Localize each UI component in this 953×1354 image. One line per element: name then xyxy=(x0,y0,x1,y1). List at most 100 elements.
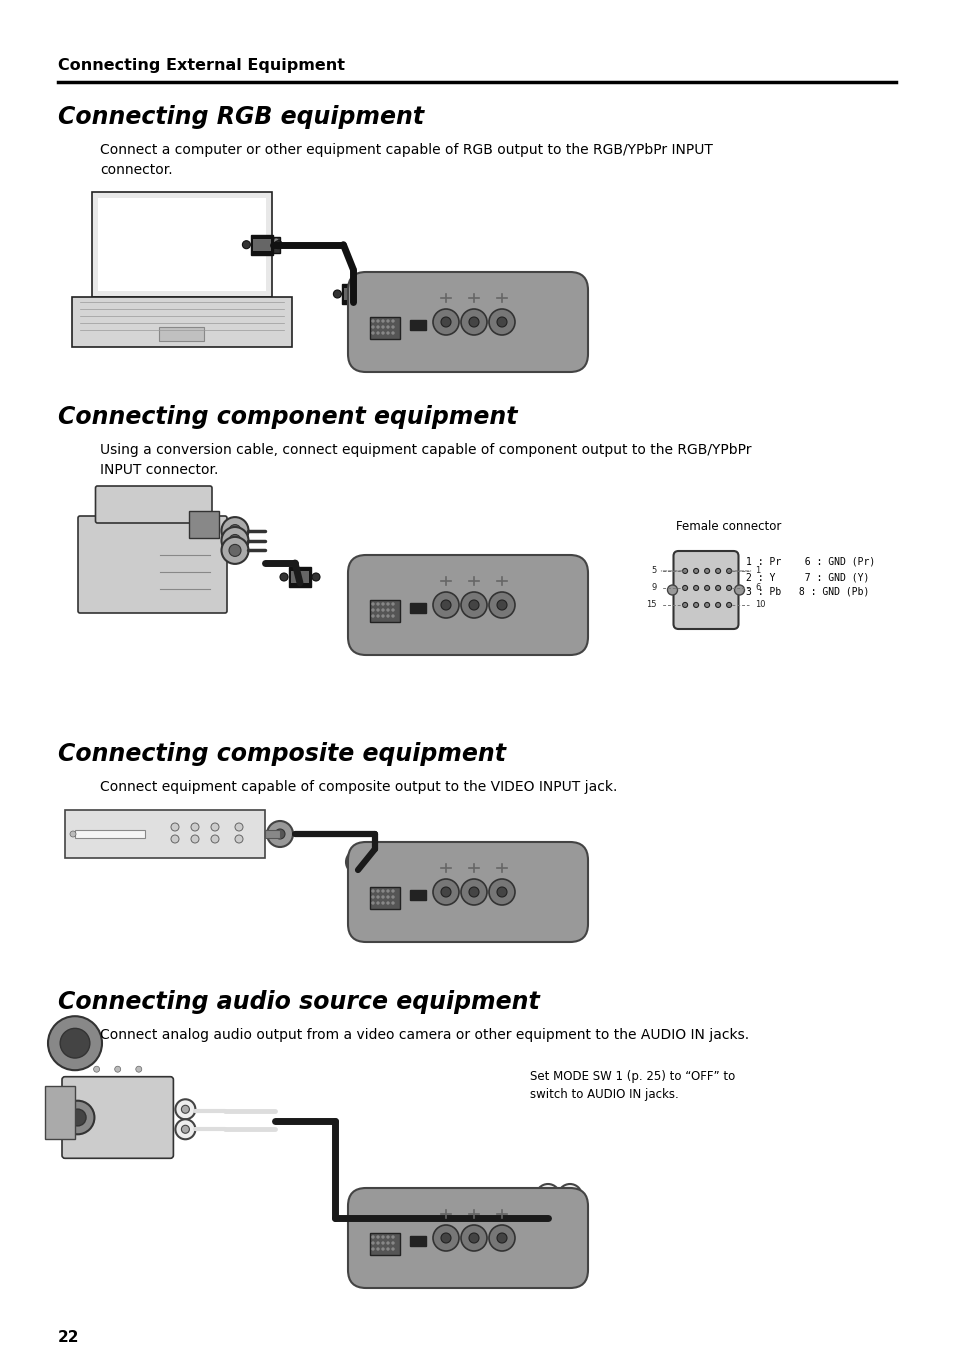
Circle shape xyxy=(381,615,384,617)
Circle shape xyxy=(682,585,687,590)
Circle shape xyxy=(372,896,374,898)
Circle shape xyxy=(460,879,486,904)
Circle shape xyxy=(376,603,378,605)
Circle shape xyxy=(381,1248,384,1250)
Circle shape xyxy=(372,609,374,611)
Circle shape xyxy=(392,896,394,898)
Circle shape xyxy=(558,1183,581,1208)
Circle shape xyxy=(376,332,378,334)
Circle shape xyxy=(372,603,374,605)
Circle shape xyxy=(175,1120,195,1139)
Circle shape xyxy=(221,538,248,563)
Circle shape xyxy=(387,890,389,892)
Circle shape xyxy=(460,592,486,617)
Circle shape xyxy=(693,585,698,590)
Circle shape xyxy=(387,1242,389,1244)
Circle shape xyxy=(469,887,478,896)
FancyBboxPatch shape xyxy=(289,567,311,588)
Circle shape xyxy=(682,603,687,608)
Circle shape xyxy=(61,1101,94,1135)
Circle shape xyxy=(726,569,731,574)
Circle shape xyxy=(191,835,199,844)
Circle shape xyxy=(211,823,219,831)
Circle shape xyxy=(381,603,384,605)
Circle shape xyxy=(387,320,389,322)
Circle shape xyxy=(667,585,677,594)
Circle shape xyxy=(376,902,378,904)
Circle shape xyxy=(381,326,384,328)
Circle shape xyxy=(392,603,394,605)
FancyBboxPatch shape xyxy=(370,1233,399,1255)
Circle shape xyxy=(392,320,394,322)
Circle shape xyxy=(715,603,720,608)
Circle shape xyxy=(440,600,451,611)
Circle shape xyxy=(229,544,241,556)
Circle shape xyxy=(181,1125,190,1133)
Circle shape xyxy=(715,569,720,574)
Circle shape xyxy=(372,326,374,328)
Text: Connect analog audio output from a video camera or other equipment to the AUDIO : Connect analog audio output from a video… xyxy=(100,1028,748,1043)
Text: 1 : Pr    6 : GND (Pr): 1 : Pr 6 : GND (Pr) xyxy=(745,556,874,567)
Circle shape xyxy=(460,309,486,334)
Circle shape xyxy=(564,1192,575,1201)
Circle shape xyxy=(376,1248,378,1250)
Circle shape xyxy=(381,609,384,611)
Circle shape xyxy=(312,573,319,581)
Circle shape xyxy=(376,1236,378,1238)
Circle shape xyxy=(440,887,451,896)
Text: Set MODE SW 1 (p. 25) to “OFF” to
switch to AUDIO IN jacks.: Set MODE SW 1 (p. 25) to “OFF” to switch… xyxy=(530,1070,735,1101)
FancyBboxPatch shape xyxy=(45,1086,75,1139)
Circle shape xyxy=(372,320,374,322)
Text: Connecting RGB equipment: Connecting RGB equipment xyxy=(58,106,424,129)
Circle shape xyxy=(70,1109,86,1127)
Circle shape xyxy=(433,1225,458,1251)
Circle shape xyxy=(542,1192,553,1201)
Circle shape xyxy=(387,896,389,898)
Text: 9: 9 xyxy=(651,584,656,593)
Circle shape xyxy=(489,1225,515,1251)
Circle shape xyxy=(48,1017,102,1070)
FancyBboxPatch shape xyxy=(673,551,738,630)
Text: 5: 5 xyxy=(651,566,656,575)
Circle shape xyxy=(376,326,378,328)
Circle shape xyxy=(387,1248,389,1250)
Circle shape xyxy=(346,850,370,873)
Circle shape xyxy=(387,326,389,328)
FancyBboxPatch shape xyxy=(344,288,362,301)
Text: Using a conversion cable, connect equipment capable of component output to the R: Using a conversion cable, connect equipm… xyxy=(100,443,751,477)
Circle shape xyxy=(387,332,389,334)
Circle shape xyxy=(376,890,378,892)
Circle shape xyxy=(387,603,389,605)
FancyBboxPatch shape xyxy=(370,317,399,338)
FancyBboxPatch shape xyxy=(189,510,218,538)
Circle shape xyxy=(60,1028,90,1057)
Circle shape xyxy=(497,887,506,896)
Circle shape xyxy=(433,879,458,904)
Circle shape xyxy=(274,829,285,839)
Circle shape xyxy=(70,831,76,837)
Circle shape xyxy=(489,592,515,617)
Circle shape xyxy=(536,1183,559,1208)
Circle shape xyxy=(372,1242,374,1244)
Circle shape xyxy=(381,1236,384,1238)
Circle shape xyxy=(392,890,394,892)
Circle shape xyxy=(726,585,731,590)
Circle shape xyxy=(693,603,698,608)
Circle shape xyxy=(372,902,374,904)
FancyBboxPatch shape xyxy=(291,571,309,584)
Circle shape xyxy=(392,615,394,617)
Circle shape xyxy=(392,1242,394,1244)
Circle shape xyxy=(353,857,363,867)
Text: Connecting audio source equipment: Connecting audio source equipment xyxy=(58,990,539,1014)
Text: Female connector: Female connector xyxy=(676,520,781,533)
Circle shape xyxy=(392,332,394,334)
Circle shape xyxy=(372,890,374,892)
FancyBboxPatch shape xyxy=(62,1076,173,1158)
Circle shape xyxy=(392,902,394,904)
Circle shape xyxy=(175,1099,195,1120)
Circle shape xyxy=(372,1248,374,1250)
Circle shape xyxy=(376,609,378,611)
Text: 10: 10 xyxy=(755,600,765,609)
FancyBboxPatch shape xyxy=(252,234,274,255)
Circle shape xyxy=(221,527,248,554)
